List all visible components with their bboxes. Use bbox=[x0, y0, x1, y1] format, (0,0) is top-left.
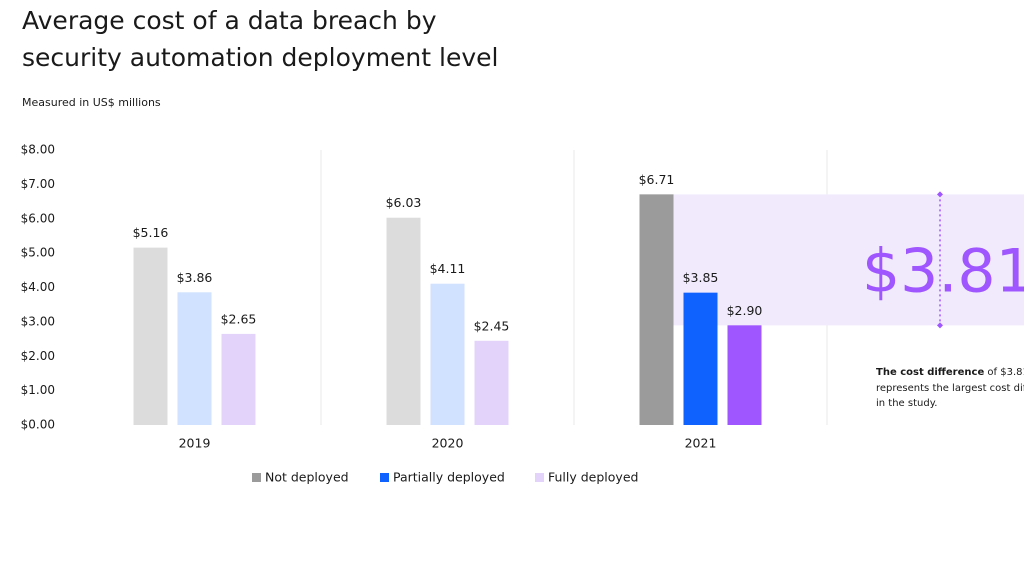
chart-title: security automation deployment level bbox=[22, 43, 498, 72]
bar bbox=[221, 333, 256, 425]
y-tick-label: $6.00 bbox=[21, 211, 55, 225]
value-label: $6.03 bbox=[386, 195, 422, 210]
y-tick-label: $0.00 bbox=[21, 418, 55, 432]
legend-swatch bbox=[252, 473, 261, 482]
y-tick-label: $2.00 bbox=[21, 349, 55, 363]
annotation-line: of $3.81 m bbox=[984, 367, 1024, 378]
difference-band bbox=[673, 194, 1024, 326]
legend-swatch bbox=[535, 473, 544, 482]
y-tick-label: $3.00 bbox=[21, 314, 55, 328]
y-tick-label: $7.00 bbox=[21, 177, 55, 191]
x-tick-label: 2021 bbox=[685, 436, 717, 451]
legend-label: Partially deployed bbox=[393, 470, 505, 485]
bar bbox=[430, 283, 465, 425]
legend-label: Fully deployed bbox=[548, 470, 638, 485]
value-label: $3.86 bbox=[177, 270, 213, 285]
bar bbox=[133, 247, 168, 425]
value-label: $2.65 bbox=[221, 311, 257, 326]
value-label: $2.45 bbox=[474, 318, 510, 333]
annotation-bold: The cost difference bbox=[876, 367, 984, 378]
bar bbox=[386, 217, 421, 425]
bar bbox=[683, 292, 718, 425]
value-label: $4.11 bbox=[430, 261, 466, 276]
annotation-text: in the study. bbox=[876, 398, 937, 409]
annotation-text: The cost difference of $3.81 m bbox=[876, 367, 1024, 378]
value-label: $5.16 bbox=[133, 225, 169, 240]
bar bbox=[639, 194, 674, 425]
chart-subtitle: Measured in US$ millions bbox=[22, 96, 161, 109]
value-label: $3.85 bbox=[683, 270, 719, 285]
x-tick-label: 2019 bbox=[179, 436, 211, 451]
diamond bbox=[937, 322, 943, 329]
y-tick-label: $4.00 bbox=[21, 280, 55, 294]
y-tick-label: $1.00 bbox=[21, 383, 55, 397]
value-label: $2.90 bbox=[727, 303, 763, 318]
annotation-text: represents the largest cost dif bbox=[876, 383, 1024, 394]
bar bbox=[474, 340, 509, 425]
chart-title: Average cost of a data breach by bbox=[22, 6, 437, 35]
y-tick-label: $8.00 bbox=[21, 143, 55, 157]
diamond bbox=[937, 191, 943, 198]
bar bbox=[177, 292, 212, 425]
legend-swatch bbox=[380, 473, 389, 482]
y-tick-label: $5.00 bbox=[21, 246, 55, 260]
value-label: $6.71 bbox=[639, 172, 675, 187]
bar bbox=[727, 325, 762, 425]
difference-value: $3.81m bbox=[862, 237, 1024, 307]
x-tick-label: 2020 bbox=[432, 436, 464, 451]
legend-label: Not deployed bbox=[265, 470, 349, 485]
